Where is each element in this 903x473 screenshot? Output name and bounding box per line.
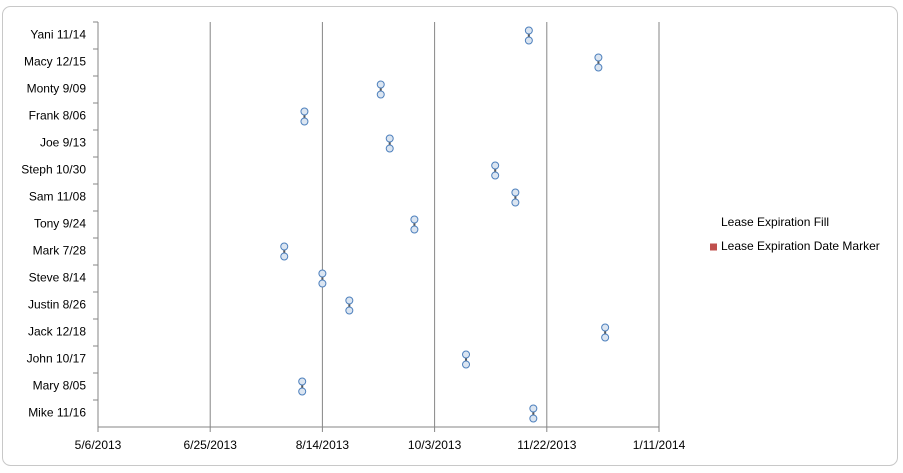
chart-border [2, 6, 898, 466]
marker-cap [601, 333, 610, 342]
y-tick-label: Justin 8/26 [28, 298, 86, 312]
y-tick-label: Macy 12/15 [24, 55, 86, 69]
date-marker [491, 161, 500, 180]
y-tick-label: Steve 8/14 [29, 271, 87, 285]
marker-cap [280, 242, 289, 251]
marker-cap [300, 117, 309, 126]
marker-cap [524, 26, 533, 35]
marker-cap [300, 107, 309, 116]
date-marker [594, 53, 603, 72]
marker-cap [462, 360, 471, 369]
date-marker [511, 188, 520, 207]
marker-cap [511, 198, 520, 207]
marker-cap [529, 404, 538, 413]
marker-cap [376, 90, 385, 99]
marker-cap [385, 134, 394, 143]
y-tick-label: Yani 11/14 [30, 28, 86, 42]
x-tick-label: 1/11/2014 [633, 438, 686, 452]
y-tick-label: Sam 11/08 [29, 190, 86, 204]
date-marker [376, 80, 385, 99]
marker-cap [491, 161, 500, 170]
y-tick-label: Mike 11/16 [28, 406, 86, 420]
date-marker [280, 242, 289, 261]
marker-cap [462, 350, 471, 359]
y-tick-label: Frank 8/06 [29, 109, 87, 123]
marker-cap [298, 377, 307, 386]
marker-cap [524, 36, 533, 45]
marker-cap [280, 252, 289, 261]
date-marker [524, 26, 533, 45]
y-tick-label: Monty 9/09 [27, 82, 87, 96]
marker-cap [318, 269, 327, 278]
marker-cap [529, 414, 538, 423]
y-tick-label: Mark 7/28 [33, 244, 87, 258]
x-tick-label: 5/6/2013 [75, 438, 122, 452]
y-tick-label: Joe 9/13 [40, 136, 86, 150]
marker-cap [511, 188, 520, 197]
x-tick-label: 10/3/2013 [408, 438, 462, 452]
marker-cap [410, 215, 419, 224]
x-tick-label: 6/25/2013 [184, 438, 238, 452]
marker-cap [601, 323, 610, 332]
marker-cap [410, 225, 419, 234]
marker-cap [345, 296, 354, 305]
marker-cap [385, 144, 394, 153]
y-tick-label: Steph 10/30 [21, 163, 86, 177]
marker-cap [345, 306, 354, 315]
legend-label: Lease Expiration Fill [721, 215, 829, 229]
y-tick-label: Jack 12/18 [28, 325, 86, 339]
marker-cap [491, 171, 500, 180]
y-tick-label: Mary 8/05 [33, 379, 87, 393]
legend-swatch [710, 243, 717, 251]
x-tick-label: 8/14/2013 [296, 438, 350, 452]
date-marker [318, 269, 327, 288]
date-marker [462, 350, 471, 369]
x-tick-label: 11/22/2013 [517, 438, 576, 452]
marker-cap [318, 279, 327, 288]
marker-cap [594, 53, 603, 62]
marker-cap [594, 63, 603, 72]
y-tick-label: Tony 9/24 [34, 217, 86, 231]
date-marker [601, 323, 610, 342]
date-marker [410, 215, 419, 234]
date-marker [300, 107, 309, 126]
date-marker [345, 296, 354, 315]
date-marker [385, 134, 394, 153]
date-marker [529, 404, 538, 423]
y-tick-label: John 10/17 [27, 352, 87, 366]
legend-label: Lease Expiration Date Marker [721, 239, 880, 253]
date-marker [298, 377, 307, 396]
marker-cap [298, 387, 307, 396]
marker-cap [376, 80, 385, 89]
